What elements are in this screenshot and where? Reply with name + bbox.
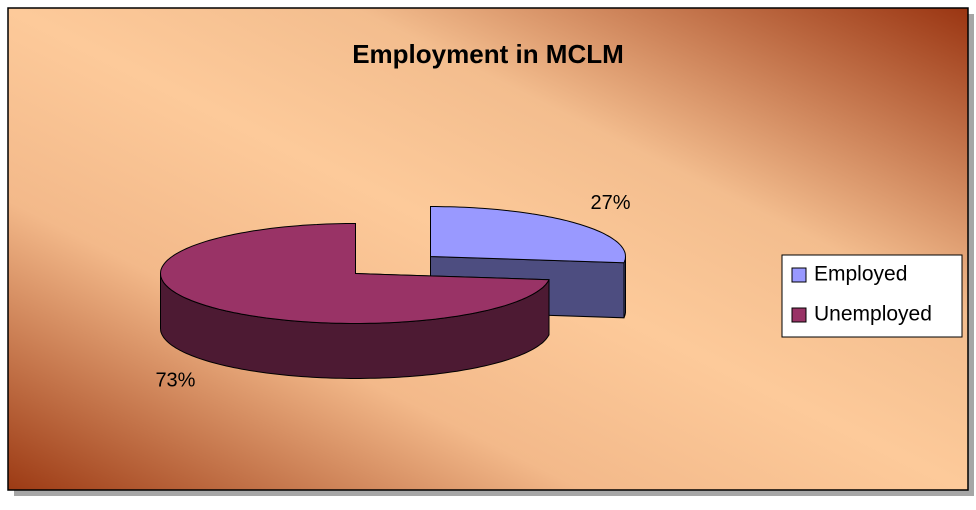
legend-label: Unemployed xyxy=(814,303,932,326)
slice-top xyxy=(430,206,627,264)
chart-title: Employment in MCLM xyxy=(352,39,624,69)
slice-wall xyxy=(623,256,626,318)
slice-top xyxy=(159,223,550,324)
data-label: 73% xyxy=(155,370,195,392)
legend-swatch xyxy=(791,307,807,323)
legend-swatch xyxy=(791,267,807,283)
legend: Employed Unemployed xyxy=(791,263,932,326)
data-label: 27% xyxy=(591,192,631,214)
pie: 27% 73% xyxy=(155,192,630,392)
legend-box xyxy=(781,254,963,338)
legend-label: Employed xyxy=(814,263,907,286)
pie-slice xyxy=(159,223,550,379)
